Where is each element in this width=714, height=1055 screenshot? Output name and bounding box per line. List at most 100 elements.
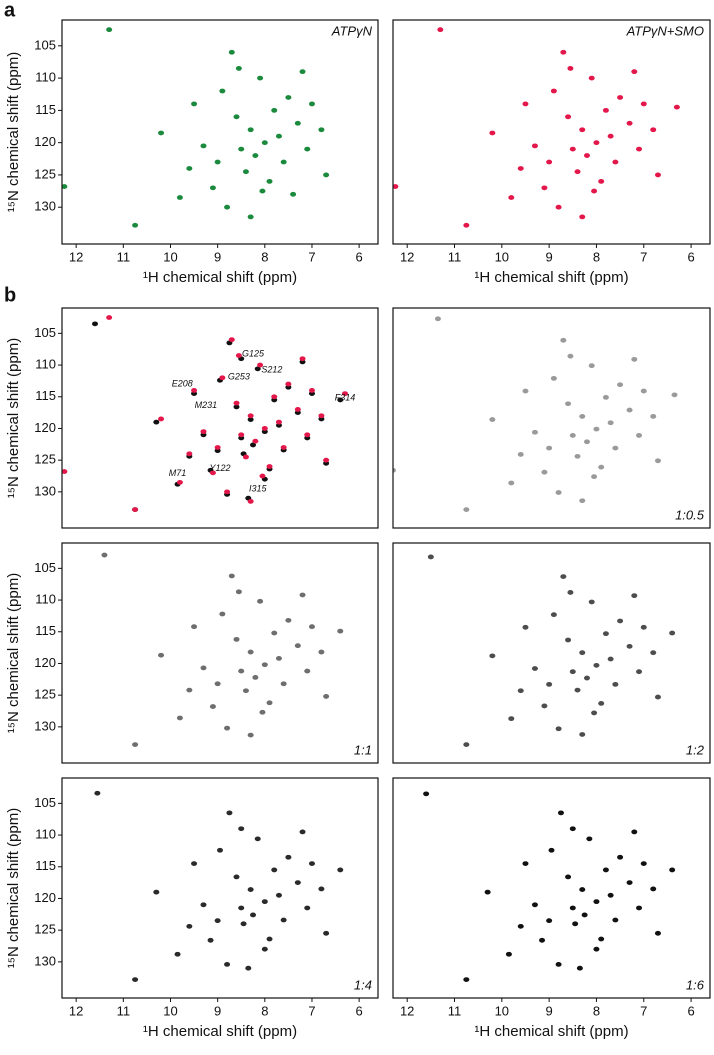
peak [565,114,572,120]
peak [200,665,207,671]
peak [591,474,598,480]
panel-condition: ATPγN+SMO [626,23,704,38]
peak [567,66,574,71]
peak [531,666,538,671]
peak [560,574,567,580]
peak [607,892,614,898]
panel-label: a [4,0,16,21]
peak [517,688,524,694]
peak [308,861,315,866]
peak [266,700,273,706]
peak [106,315,113,320]
x-tick-label: 12 [69,249,83,264]
peak [602,107,609,113]
peak [254,366,261,372]
peak [557,810,564,816]
peak [294,880,301,886]
peak [224,725,231,731]
peak [224,961,231,967]
peak [259,709,266,715]
peak [158,652,165,658]
peak [393,184,399,189]
peak [323,930,330,936]
y-tick-label: 110 [35,826,56,841]
peak [593,140,600,146]
peak [224,204,231,210]
peak [247,413,254,419]
peak [186,451,193,457]
x-tick-label: 10 [495,1003,509,1018]
peak [567,353,574,359]
peak [153,889,160,895]
peak [337,867,344,873]
peak [217,847,223,853]
peak [598,936,605,942]
peak [233,114,240,120]
peak [250,912,257,918]
peak [304,905,311,911]
peak [247,127,254,133]
peak [427,554,434,560]
panel-condition: 1:4 [354,977,372,992]
peak [304,432,311,438]
peak [598,701,605,706]
peak [650,127,657,133]
y-tick-label: 120 [34,890,56,905]
peak [191,861,198,866]
peak [626,407,633,413]
peak [132,742,139,748]
y-tick-label: 115 [35,623,56,638]
peak [612,445,619,451]
x-axis-label: ¹H chemical shift (ppm) [143,269,297,286]
peak [669,867,676,873]
plot-area [94,790,344,983]
peak [266,178,273,184]
x-tick-label: 10 [163,249,177,264]
peak [233,404,240,410]
peak [574,453,581,459]
peak [548,847,555,853]
peak [337,397,344,403]
peak [541,185,548,191]
panel-condition: 1:1 [354,742,372,757]
peak [247,887,254,892]
peak [275,133,282,139]
peak [546,681,553,687]
peak [299,592,306,598]
peak [489,130,496,136]
peak [304,668,311,674]
plot-frame [61,19,379,245]
peak [463,742,470,748]
peak [560,49,567,55]
peak [574,169,581,175]
plot-area [62,315,348,513]
peak [275,655,282,661]
peak [219,375,226,381]
y-tick-label: 125 [34,687,56,702]
peak [271,867,278,873]
peak [640,624,647,630]
peak [176,479,183,485]
peak [266,464,273,469]
peak [579,414,586,419]
peak-annotation: G125 [242,349,265,359]
peak-annotation: I315 [249,484,268,494]
peak [200,143,207,149]
x-tick-label: 9 [546,1003,553,1018]
plot-frame [61,307,379,529]
peak [106,27,113,33]
peak [176,715,183,721]
peak [214,681,221,687]
x-tick-label: 7 [640,1003,647,1018]
x-tick-label: 8 [261,1003,268,1018]
plot-frame [392,542,711,764]
peak [650,414,657,419]
peak [285,617,292,623]
y-tick-label: 115 [35,102,56,117]
peak [226,810,233,816]
peak [247,498,254,504]
peak [132,222,139,228]
peak-annotation: M231 [195,400,218,410]
peak [626,643,633,649]
